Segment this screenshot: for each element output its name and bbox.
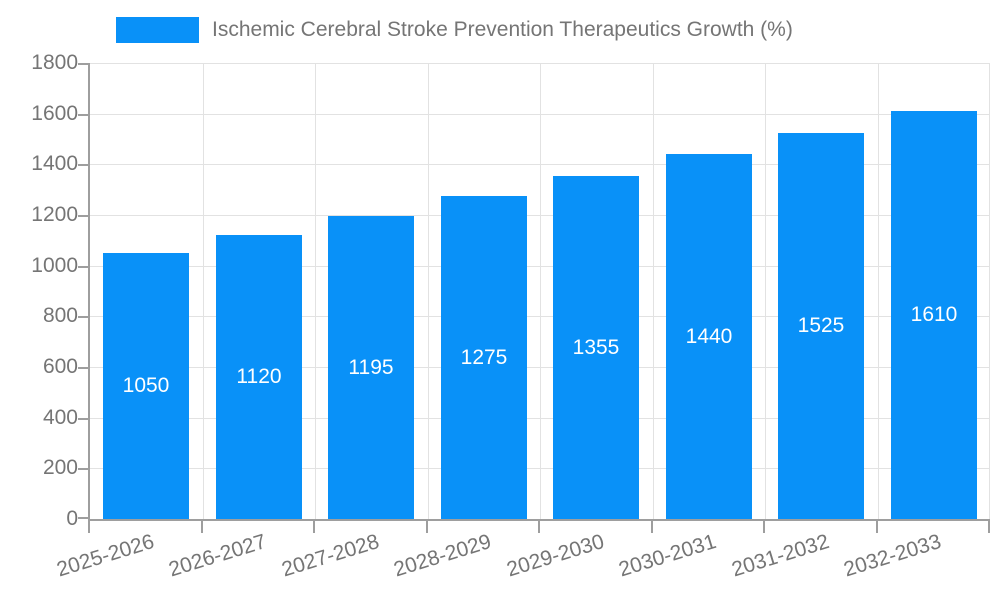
bar: 1355 (553, 176, 639, 519)
x-gridline (428, 63, 429, 519)
x-gridline (315, 63, 316, 519)
x-axis-tick (426, 521, 428, 533)
x-gridline (989, 63, 990, 519)
bar-value-label: 1610 (910, 303, 958, 326)
y-axis-tick (78, 164, 88, 167)
bar-value-label: 1195 (348, 355, 394, 379)
bar-value-label: 1050 (122, 374, 170, 397)
legend-label: Ischemic Cerebral Stroke Prevention Ther… (212, 18, 793, 41)
plot-area: 1050 1120 1195 1275 1355 1440 1525 1610 (78, 63, 990, 533)
y-axis-label: 200 (42, 456, 78, 480)
y-axis-tick (78, 215, 88, 217)
y-axis-tick (78, 316, 88, 319)
x-axis-tick (88, 521, 90, 533)
x-axis-tick (988, 521, 990, 533)
x-gridline (878, 63, 879, 519)
x-axis-tick (313, 521, 315, 533)
y-axis-label: 1400 (31, 152, 78, 176)
y-axis-label: 800 (42, 304, 78, 328)
x-gridline (765, 63, 766, 519)
y-axis-tick (78, 417, 88, 420)
bar: 1275 (441, 196, 527, 519)
x-axis-tick (201, 521, 203, 533)
x-axis-label: 2029-2030 (503, 530, 607, 582)
y-axis-label: 1800 (31, 51, 78, 74)
y-axis-label: 600 (42, 355, 78, 378)
x-axis-label: 2027-2028 (278, 530, 382, 582)
bar-value-label: 1275 (460, 345, 508, 369)
x-axis-label: 2031-2032 (728, 530, 832, 582)
bar: 1440 (666, 154, 752, 519)
bar: 1610 (891, 111, 977, 519)
y-axis-tick (78, 63, 88, 65)
y-axis-label: 400 (42, 405, 78, 429)
legend[interactable]: Ischemic Cerebral Stroke Prevention Ther… (116, 17, 793, 43)
x-axis-label: 2032-2033 (841, 530, 945, 582)
bar-value-label: 1525 (797, 314, 845, 337)
y-axis-label: 1600 (31, 101, 78, 125)
x-gridline (203, 63, 204, 519)
x-axis-label: 2028-2029 (391, 530, 495, 582)
bar: 1050 (103, 253, 189, 519)
x-gridline (540, 63, 541, 519)
y-axis-tick (78, 517, 88, 519)
x-axis-tick (763, 521, 765, 533)
y-axis-tick (78, 265, 88, 268)
legend-swatch (116, 17, 199, 43)
x-axis-tick (538, 521, 540, 533)
x-axis-label: 2025-2026 (53, 530, 157, 582)
y-axis-label: 1000 (31, 253, 78, 277)
x-axis-tick (651, 521, 653, 533)
y-axis-tick (78, 367, 88, 369)
x-axis-label: 2026-2027 (166, 530, 270, 582)
bar: 1120 (216, 235, 302, 519)
y-axis-label: 1200 (31, 203, 78, 226)
y-axis-tick (78, 468, 88, 471)
y-axis-label: 0 (66, 507, 78, 530)
x-axis-tick (876, 521, 878, 533)
bar-value-label: 1120 (236, 365, 282, 388)
x-axis-label: 2030-2031 (616, 530, 720, 582)
x-gridline (653, 63, 654, 519)
bar: 1525 (778, 133, 864, 519)
bar-value-label: 1440 (685, 324, 733, 348)
y-axis-tick (78, 113, 88, 116)
bar-value-label: 1355 (572, 335, 620, 359)
bar: 1195 (328, 216, 414, 519)
